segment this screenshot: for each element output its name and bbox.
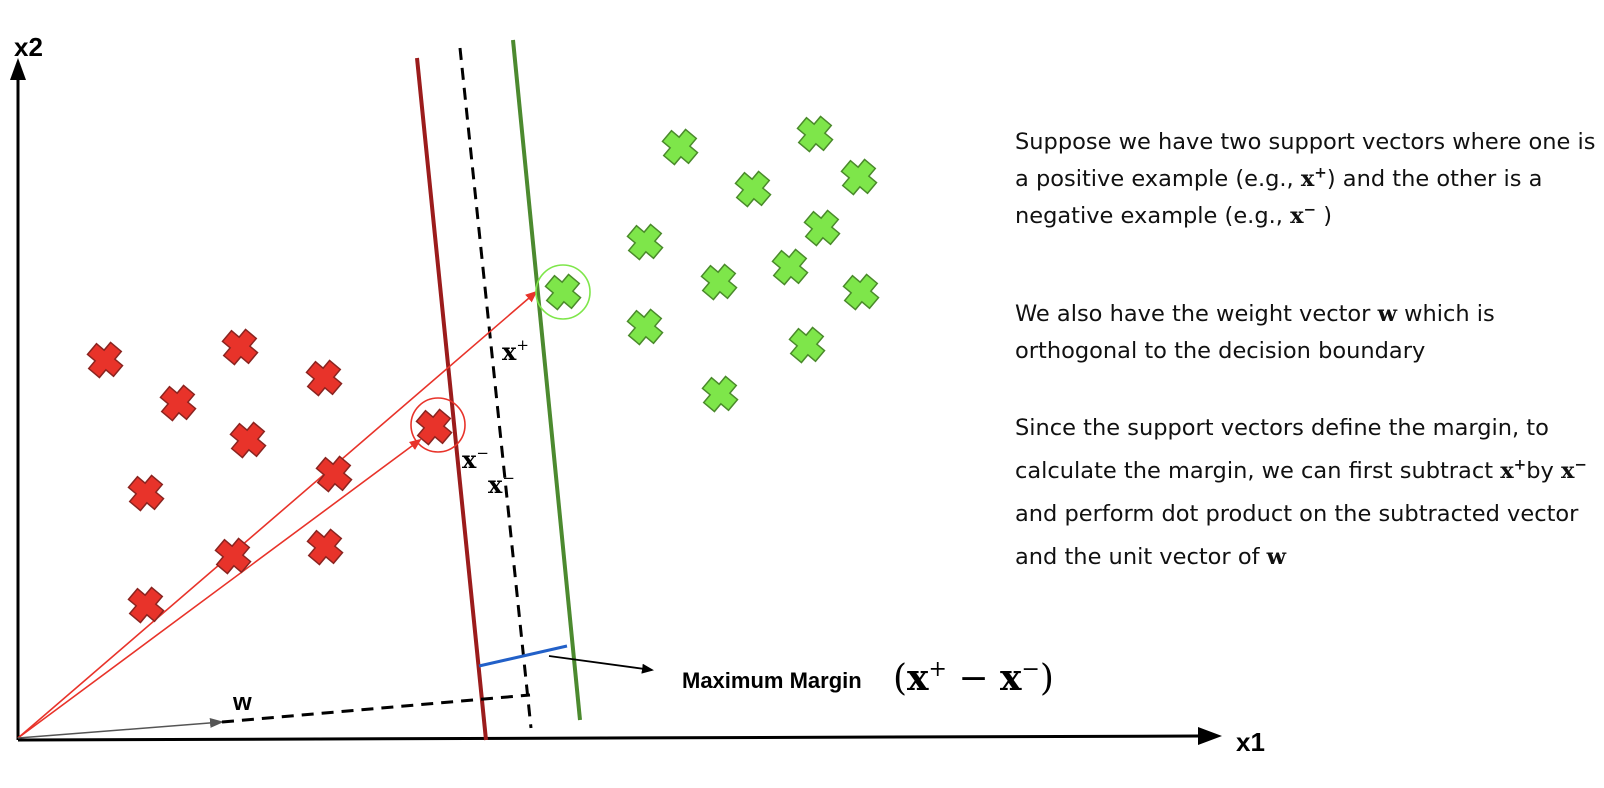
x-axis-arrowhead: [1198, 727, 1222, 745]
weight-symbol: w: [1266, 544, 1287, 570]
positive-example-marker: [655, 122, 705, 172]
positive-example-marker: [782, 320, 832, 370]
explanation-paragraph-2: We also have the weight vector w which i…: [1015, 296, 1600, 370]
x-minus-label-2: x−: [488, 469, 515, 499]
weight-vector-label: w: [232, 689, 252, 716]
vector-to-x-plus: [17, 290, 538, 739]
x-minus-label-1: x−: [462, 444, 489, 474]
positive-example-marker: [765, 242, 815, 292]
weight-symbol: w: [1377, 301, 1397, 327]
x-plus-label: x+: [502, 336, 529, 366]
positive-margin-boundary: [511, 39, 582, 721]
margin-segment: [478, 644, 568, 668]
x-plus-symbol: x+: [1500, 455, 1527, 484]
positive-example-marker: [620, 302, 670, 352]
explanation-text: ) and the other is a negative example (e…: [1015, 166, 1543, 229]
weight-vector-extension: [221, 693, 531, 724]
positive-example-marker: [797, 203, 847, 253]
negative-example-marker: [121, 468, 171, 518]
x-axis: [17, 734, 1201, 742]
positive-example-marker: [620, 217, 670, 267]
maximum-margin-label: Maximum Margin: [682, 668, 862, 693]
x-plus-symbol: x+: [1300, 163, 1327, 192]
negative-example-marker: [80, 335, 130, 385]
explanation-text: Suppose we have two support vectors wher…: [1015, 129, 1596, 192]
explanation-text: ): [1316, 203, 1333, 229]
margin-expression: (x+ − x−): [893, 657, 1054, 699]
margin-pointer-arrow: [548, 655, 654, 674]
negative-example-marker: [300, 522, 350, 572]
vector-to-x-minus: [17, 438, 422, 739]
explanation-text: which is orthogonal to the decision boun…: [1015, 301, 1495, 364]
positive-example-marker: [834, 152, 884, 202]
negative-example-marker: [299, 353, 349, 403]
positive-example-marker: [790, 109, 840, 159]
negative-example-marker: [121, 580, 171, 630]
positive-example-marker: [694, 257, 744, 307]
negative-examples: [80, 322, 459, 630]
explanation-text: We also have the weight vector: [1015, 301, 1378, 327]
negative-example-marker: [153, 378, 203, 428]
weight-vector: [17, 717, 224, 739]
negative-example-marker: [215, 322, 265, 372]
explanation-paragraph-1: Suppose we have two support vectors wher…: [1015, 124, 1600, 235]
y-axis-arrowhead: [10, 58, 26, 80]
x-minus-highlight-circle: [410, 397, 466, 453]
positive-example-marker: [728, 164, 778, 214]
explanation-paragraph-3: Since the support vectors define the mar…: [1015, 407, 1600, 579]
positive-example-marker: [836, 267, 886, 317]
positive-examples: [538, 109, 886, 419]
x-axis-label: x1: [1236, 727, 1265, 757]
negative-margin-boundary: [415, 57, 488, 741]
explanation-text: by: [1526, 458, 1561, 484]
explanation-text: and perform dot product on the subtracte…: [1015, 501, 1579, 570]
decision-boundary: [458, 47, 533, 729]
x-minus-symbol: x−: [1290, 200, 1317, 229]
negative-example-marker: [223, 415, 273, 465]
positive-example-marker: [695, 369, 745, 419]
y-axis-label: x2: [14, 32, 43, 62]
positive-support-vector: [538, 267, 588, 317]
explanation-text: Since the support vectors define the mar…: [1015, 415, 1549, 484]
x-minus-symbol: x−: [1560, 455, 1587, 484]
x-plus-highlight-circle: [535, 264, 591, 320]
